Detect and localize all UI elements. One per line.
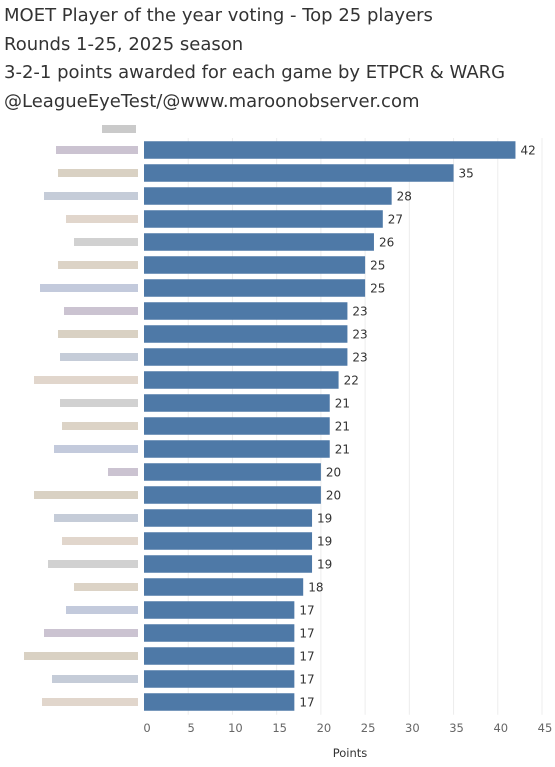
player-name-labels xyxy=(24,125,138,706)
player-name-label-obscured xyxy=(108,468,138,476)
bar xyxy=(144,302,348,320)
player-name-label-obscured xyxy=(34,491,138,499)
x-tick-label: 0 xyxy=(143,721,150,735)
chart-subtitle-source: @LeagueEyeTest/@www.maroonobserver.com xyxy=(4,90,420,112)
bar xyxy=(144,509,313,527)
bar-value-label: 19 xyxy=(317,558,332,572)
player-name-label-obscured xyxy=(66,215,138,223)
chart-subtitle-rounds: Rounds 1-25, 2025 season xyxy=(4,33,244,55)
player-name-label-obscured xyxy=(44,192,138,200)
bar-value-label: 17 xyxy=(299,604,314,618)
player-name-label-obscured xyxy=(56,146,138,154)
bar-value-label: 18 xyxy=(308,581,323,595)
bar-value-label: 26 xyxy=(379,236,394,250)
x-tick-label: 40 xyxy=(493,721,508,735)
bar-value-label: 23 xyxy=(352,305,367,319)
player-name-label-obscured xyxy=(40,284,138,292)
player-name-label-obscured xyxy=(60,399,138,407)
player-name-label-obscured xyxy=(62,422,138,430)
bar xyxy=(144,141,516,159)
bar xyxy=(144,440,330,458)
chart-subtitle-points: 3-2-1 points awarded for each game by ET… xyxy=(4,62,506,83)
bar xyxy=(144,532,313,550)
bar xyxy=(144,233,374,251)
chart-title-block: MOET Player of the year voting - Top 25 … xyxy=(4,2,505,116)
player-name-label-obscured xyxy=(24,652,138,660)
bar-value-label: 21 xyxy=(335,420,350,434)
bar-value-label: 35 xyxy=(459,167,474,181)
bar-value-label: 20 xyxy=(326,466,341,480)
player-name-label-obscured xyxy=(58,330,138,338)
bar xyxy=(144,210,383,228)
bar-value-label: 17 xyxy=(299,673,314,687)
x-tick-label: 10 xyxy=(228,721,243,735)
bar-value-label: 22 xyxy=(344,374,359,388)
player-name-label-obscured xyxy=(54,445,138,453)
player-name-label-obscured xyxy=(58,261,138,269)
player-name-label-obscured xyxy=(48,560,138,568)
bar-value-label: 17 xyxy=(299,627,314,641)
bar-value-label: 28 xyxy=(397,190,412,204)
bar xyxy=(144,348,348,366)
value-labels: 4235282726252523232322212121202019191918… xyxy=(299,144,535,710)
bar xyxy=(144,601,295,619)
bar xyxy=(144,463,321,481)
player-name-label-obscured xyxy=(44,629,138,637)
player-name-label-obscured xyxy=(62,537,138,545)
bar xyxy=(144,624,295,642)
player-name-label-obscured xyxy=(60,353,138,361)
player-name-label-obscured xyxy=(58,169,138,177)
player-name-label-obscured xyxy=(54,514,138,522)
bar xyxy=(144,693,295,711)
bar-value-label: 25 xyxy=(370,259,385,273)
bar xyxy=(144,256,366,274)
bars xyxy=(144,141,516,711)
bar-value-label: 23 xyxy=(352,328,367,342)
x-tick-label: 5 xyxy=(188,721,195,735)
bar-value-label: 21 xyxy=(335,397,350,411)
player-name-label-obscured xyxy=(34,376,138,384)
bar xyxy=(144,164,454,182)
bar xyxy=(144,486,321,504)
bar-value-label: 20 xyxy=(326,489,341,503)
bar xyxy=(144,555,313,573)
bar xyxy=(144,578,304,596)
player-name-label-obscured xyxy=(74,238,138,246)
bar-value-label: 19 xyxy=(317,512,332,526)
bar-value-label: 19 xyxy=(317,535,332,549)
bar-value-label: 25 xyxy=(370,282,385,296)
x-tick-label: 30 xyxy=(405,721,420,735)
player-name-label-obscured xyxy=(74,583,138,591)
x-axis-title: Points xyxy=(333,746,368,760)
bar xyxy=(144,417,330,435)
bar xyxy=(144,187,392,205)
bar xyxy=(144,371,339,389)
bar-value-label: 42 xyxy=(520,144,535,158)
bar-value-label: 27 xyxy=(388,213,403,227)
column-header-label-obscured xyxy=(102,125,136,133)
bar-value-label: 21 xyxy=(335,443,350,457)
bar xyxy=(144,670,295,688)
player-name-label-obscured xyxy=(64,307,138,315)
chart-title: MOET Player of the year voting - Top 25 … xyxy=(4,5,433,26)
x-axis-ticks: 0 5 10 15 20 25 30 35 40 45 xyxy=(143,721,552,735)
bar xyxy=(144,325,348,343)
x-tick-label: 20 xyxy=(317,721,332,735)
bar xyxy=(144,279,366,297)
bar-value-label: 17 xyxy=(299,650,314,664)
bar xyxy=(144,647,295,665)
x-tick-label: 15 xyxy=(272,721,287,735)
x-tick-label: 25 xyxy=(361,721,376,735)
player-name-label-obscured xyxy=(66,606,138,614)
bar xyxy=(144,394,330,412)
player-name-label-obscured xyxy=(52,675,138,683)
bar-value-label: 17 xyxy=(299,696,314,710)
x-tick-label: 35 xyxy=(449,721,464,735)
x-tick-label: 45 xyxy=(538,721,553,735)
player-name-label-obscured xyxy=(42,698,138,706)
bar-value-label: 23 xyxy=(352,351,367,365)
